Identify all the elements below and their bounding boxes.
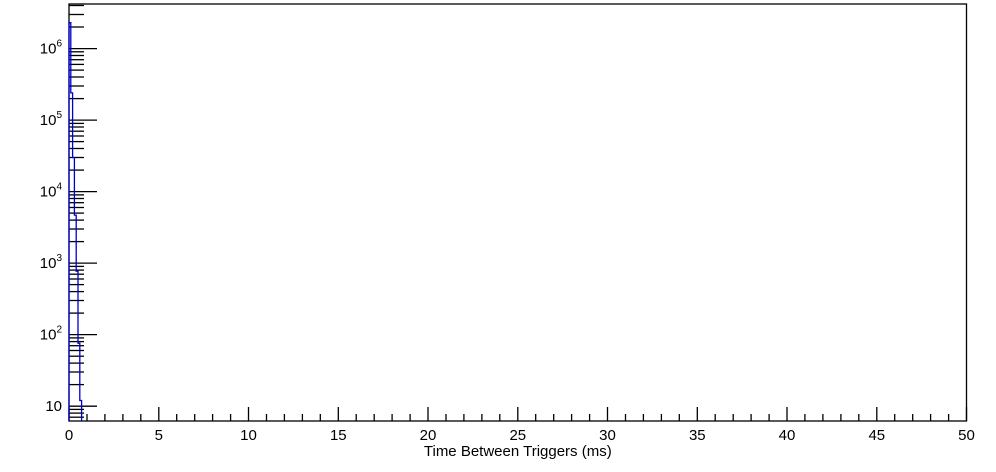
plot-frame [68, 3, 968, 422]
y-tick-label: 10 [45, 398, 62, 415]
x-tick-label: 20 [420, 427, 437, 444]
x-tick-label: 45 [868, 427, 885, 444]
x-tick-label: 35 [689, 427, 706, 444]
x-tick-label: 40 [779, 427, 796, 444]
y-tick-label: 104 [40, 182, 63, 201]
x-tick-label: 50 [958, 427, 975, 444]
x-tick-label: 10 [240, 427, 257, 444]
x-axis-ticks [68, 407, 968, 421]
y-axis-tick-labels: 10 102 103 104 105 106 [40, 39, 63, 416]
x-axis-tick-labels: 0 5 10 15 20 25 30 35 40 45 50 [65, 427, 975, 444]
x-tick-label: 5 [155, 427, 163, 444]
histogram-step-line [68, 22, 83, 421]
y-tick-label: 106 [40, 39, 63, 58]
y-axis-ticks [69, 4, 97, 418]
x-tick-label: 0 [65, 427, 73, 444]
y-tick-label: 105 [40, 110, 63, 129]
y-tick-label: 102 [40, 325, 63, 344]
y-tick-label: 103 [40, 253, 63, 272]
x-tick-label: 25 [509, 427, 526, 444]
x-tick-label: 30 [599, 427, 616, 444]
x-tick-label: 15 [330, 427, 347, 444]
x-axis-title: Time Between Triggers (ms) [424, 443, 612, 460]
